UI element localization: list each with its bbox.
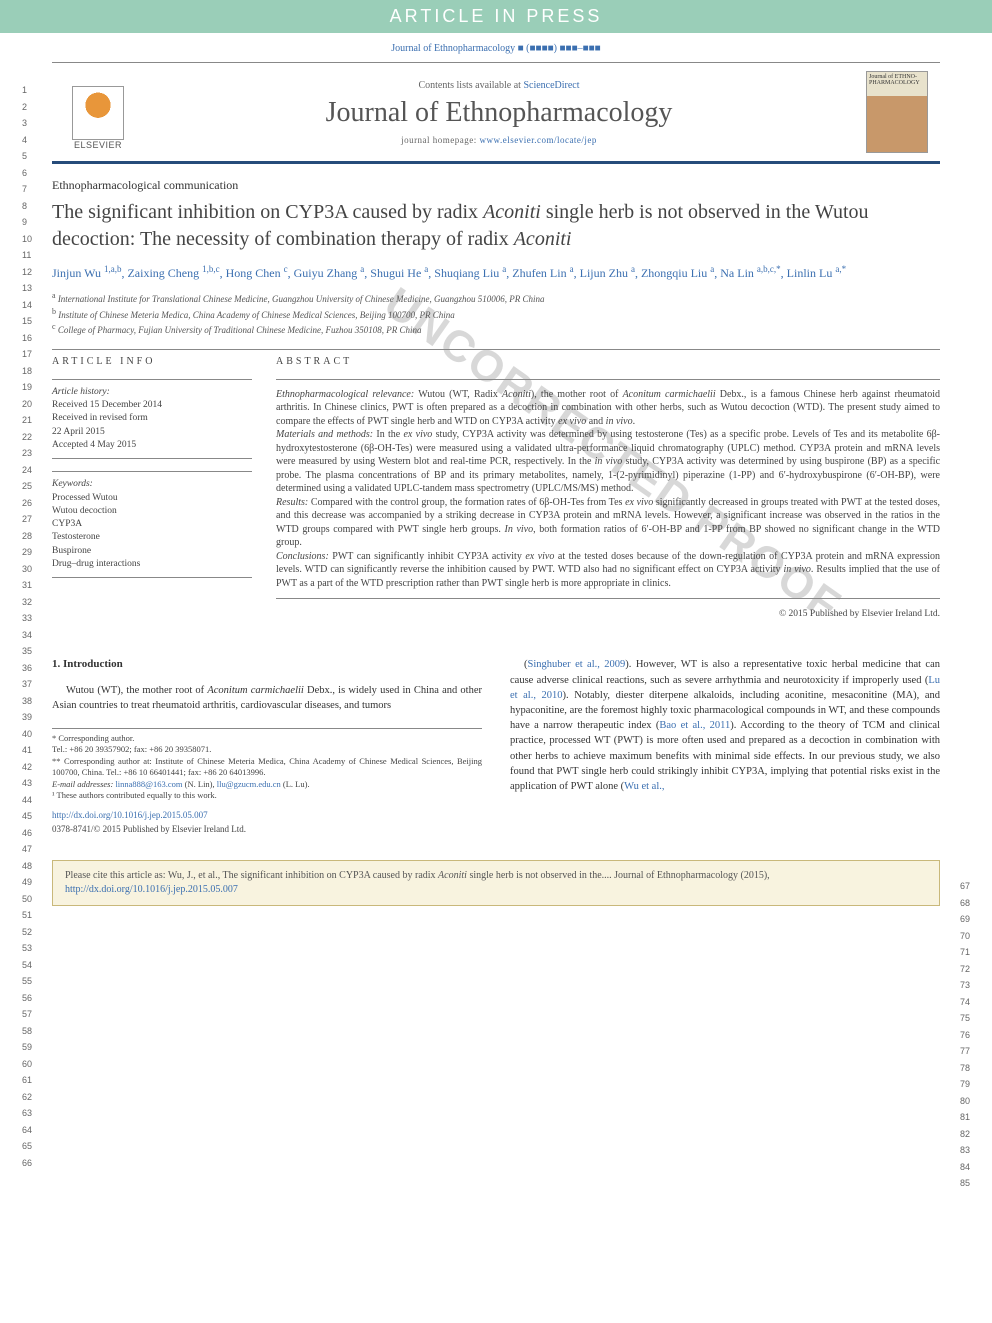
elsevier-logo[interactable]: ELSEVIER: [64, 74, 132, 150]
affiliations: a International Institute for Translatio…: [52, 290, 940, 337]
doi-block: http://dx.doi.org/10.1016/j.jep.2015.05.…: [52, 809, 482, 835]
tel-fax-1: Tel.: +86 20 39357902; fax: +86 20 39358…: [52, 744, 482, 755]
homepage-link[interactable]: www.elsevier.com/locate/jep: [480, 135, 597, 145]
journal-title: Journal of Ethnopharmacology: [132, 97, 866, 129]
keywords-block: Keywords: Processed WutouWutou decoction…: [52, 471, 252, 578]
doi-link[interactable]: http://dx.doi.org/10.1016/j.jep.2015.05.…: [52, 810, 208, 820]
elsevier-label: ELSEVIER: [74, 140, 122, 150]
contents-available-text: Contents lists available at ScienceDirec…: [132, 80, 866, 91]
email-link-1[interactable]: linna888@163.com: [115, 779, 182, 789]
article-history: Article history: Received 15 December 20…: [52, 379, 252, 459]
abstract-heading: ABSTRACT: [276, 356, 940, 367]
corresponding-author-1: * Corresponding author.: [52, 733, 482, 744]
email-link-2[interactable]: llu@gzucm.edu.cn: [217, 779, 281, 789]
footnotes: * Corresponding author. Tel.: +86 20 393…: [52, 728, 482, 802]
journal-reference: Journal of Ethnopharmacology ■ (■■■■) ■■…: [0, 33, 992, 62]
issn-copyright: 0378-8741/© 2015 Published by Elsevier I…: [52, 824, 246, 834]
body-right-column: (Singhuber et al., 2009). However, WT is…: [510, 657, 940, 835]
abstract-body: Ethnopharmacological relevance: Wutou (W…: [276, 379, 940, 600]
line-numbers-left: 1234567891011121314151617181920212223242…: [22, 82, 32, 1171]
citation-doi-link[interactable]: http://dx.doi.org/10.1016/j.jep.2015.05.…: [65, 884, 238, 895]
journal-cover-thumbnail[interactable]: Journal of ETHNO-PHARMACOLOGY: [866, 71, 928, 153]
corresponding-author-2: ** Corresponding author at: Institute of…: [52, 756, 482, 779]
section-heading-introduction: 1. Introduction: [52, 657, 482, 673]
article-in-press-banner: ARTICLE IN PRESS: [0, 0, 992, 33]
body-left-column: 1. Introduction Wutou (WT), the mother r…: [52, 657, 482, 835]
email-addresses: E-mail addresses: linna888@163.com (N. L…: [52, 779, 482, 790]
citation-box: Please cite this article as: Wu, J., et …: [52, 860, 940, 906]
elsevier-tree-icon: [72, 86, 124, 140]
article-type: Ethnopharmacological communication: [52, 178, 940, 193]
journal-header: ELSEVIER Contents lists available at Sci…: [52, 62, 940, 164]
article-title: The significant inhibition on CYP3A caus…: [52, 199, 940, 253]
line-numbers-right: 67686970717273747576777879808182838485: [960, 878, 970, 1192]
intro-paragraph-left: Wutou (WT), the mother root of Aconitum …: [52, 683, 482, 713]
intro-paragraph-right: (Singhuber et al., 2009). However, WT is…: [510, 657, 940, 794]
sciencedirect-link[interactable]: ScienceDirect: [523, 80, 579, 91]
article-info-sidebar: ARTICLE INFO Article history: Received 1…: [52, 356, 252, 620]
abstract-copyright: © 2015 Published by Elsevier Ireland Ltd…: [276, 609, 940, 619]
article-info-heading: ARTICLE INFO: [52, 356, 252, 367]
journal-homepage: journal homepage: www.elsevier.com/locat…: [132, 135, 866, 145]
authors-list: Jinjun Wu 1,a,b, Zaixing Cheng 1,b,c, Ho…: [52, 263, 940, 282]
divider: [52, 349, 940, 350]
equal-contribution: ¹ These authors contributed equally to t…: [52, 790, 482, 801]
